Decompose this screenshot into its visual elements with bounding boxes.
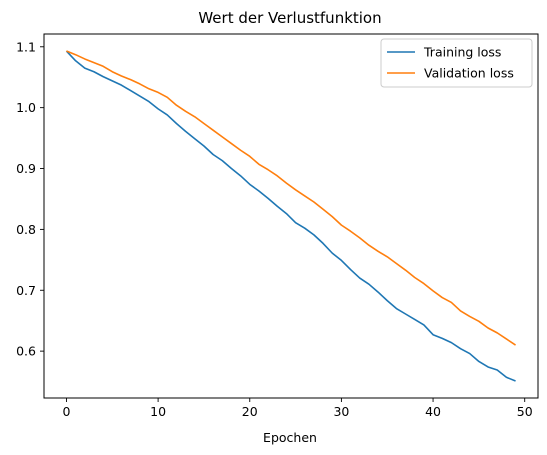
series-line-validation-loss [66, 50, 516, 346]
legend-box [380, 38, 533, 88]
chart-title: Wert der Verlustfunktion [198, 9, 381, 27]
y-tick-label: 0.8 [16, 222, 36, 237]
series-line-training-loss [65, 50, 516, 382]
x-tick-label: 40 [425, 404, 441, 419]
y-tick-label: 1.1 [16, 39, 36, 54]
y-tick-label: 0.7 [16, 283, 36, 298]
y-tick-label: 0.6 [16, 344, 36, 359]
y-tick-label: 1.0 [16, 100, 36, 115]
x-axis-label: Epochen [263, 430, 317, 445]
plot-frame [43, 33, 539, 399]
legend-label-training-loss: Training loss [423, 45, 501, 60]
y-tick-label: 0.9 [16, 161, 36, 176]
x-axis-ticks: 0 10 20 30 40 50 [62, 398, 533, 419]
legend: Training loss Validation loss [380, 38, 533, 88]
x-tick-label: 10 [150, 404, 166, 419]
plot-lines [65, 50, 516, 382]
y-axis-ticks: 0.6 0.7 0.8 0.9 1.0 1.1 [16, 39, 44, 359]
x-tick-label: 50 [517, 404, 533, 419]
x-tick-label: 0 [62, 404, 70, 419]
legend-label-validation-loss: Validation loss [424, 66, 514, 81]
x-tick-label: 20 [242, 404, 258, 419]
x-tick-label: 30 [333, 404, 349, 419]
